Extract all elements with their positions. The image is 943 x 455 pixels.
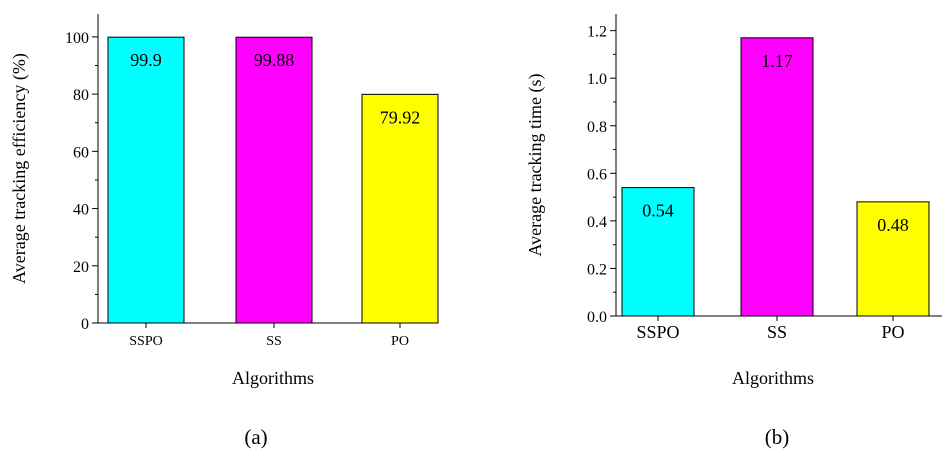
- x-tick-label-po: PO: [881, 322, 904, 342]
- data-label-po: 79.92: [380, 107, 421, 127]
- x-tick-label-po: PO: [391, 334, 409, 349]
- x-tick-label-sspo: SSPO: [636, 322, 679, 342]
- data-label-ss: 1.17: [761, 51, 793, 71]
- y-tick-label: 0.4: [587, 214, 607, 231]
- y-tick-label: 0.0: [587, 309, 607, 326]
- x-tick-label-ss: SS: [767, 322, 787, 342]
- y-tick-label: 100: [65, 30, 89, 47]
- data-label-sspo: 0.54: [642, 201, 674, 221]
- data-label-ss: 99.88: [254, 50, 295, 70]
- chart-a-efficiency: 99.9 SSPO 99.88 SS 79.92 PO 0 20 40 60 80 100 Averag…: [9, 14, 439, 388]
- x-axis-title: Algorithms: [232, 368, 314, 388]
- y-tick-label: 0.6: [587, 166, 607, 183]
- figure-label-b: (b): [765, 425, 790, 449]
- y-tick-label: 0: [81, 316, 89, 333]
- bar-sspo: [621, 187, 695, 317]
- y-axis-title: Average tracking efficiency (%): [9, 53, 30, 284]
- y-axis-title: Average tracking time (s): [525, 73, 546, 256]
- y-tick-label: 60: [73, 144, 89, 161]
- bar-ss: [235, 36, 313, 324]
- y-tick-label: 0.2: [587, 261, 607, 278]
- bar-po: [361, 93, 439, 324]
- y-tick-label: 40: [73, 202, 89, 219]
- y-tick-label: 1.2: [587, 24, 607, 41]
- x-tick-label-ss: SS: [266, 334, 282, 349]
- data-label-sspo: 99.9: [130, 50, 162, 70]
- data-label-po: 0.48: [877, 215, 909, 235]
- x-tick-label-sspo: SSPO: [129, 334, 162, 349]
- x-axis-title: Algorithms: [732, 368, 814, 388]
- figure-label-a: (a): [244, 425, 267, 449]
- y-tick-label: 1.0: [587, 71, 607, 88]
- bar-po: [856, 201, 930, 317]
- y-tick-label: 80: [73, 87, 89, 104]
- bar-sspo: [107, 36, 185, 324]
- chart-b-time: 0.54 SSPO 1.17 SS 0.48 PO 0.0 0.2 0.4 0.6 0.8 1.0 1.…: [525, 14, 942, 388]
- y-tick-label: 20: [73, 259, 89, 276]
- y-tick-label: 0.8: [587, 119, 607, 136]
- bar-ss: [740, 37, 814, 317]
